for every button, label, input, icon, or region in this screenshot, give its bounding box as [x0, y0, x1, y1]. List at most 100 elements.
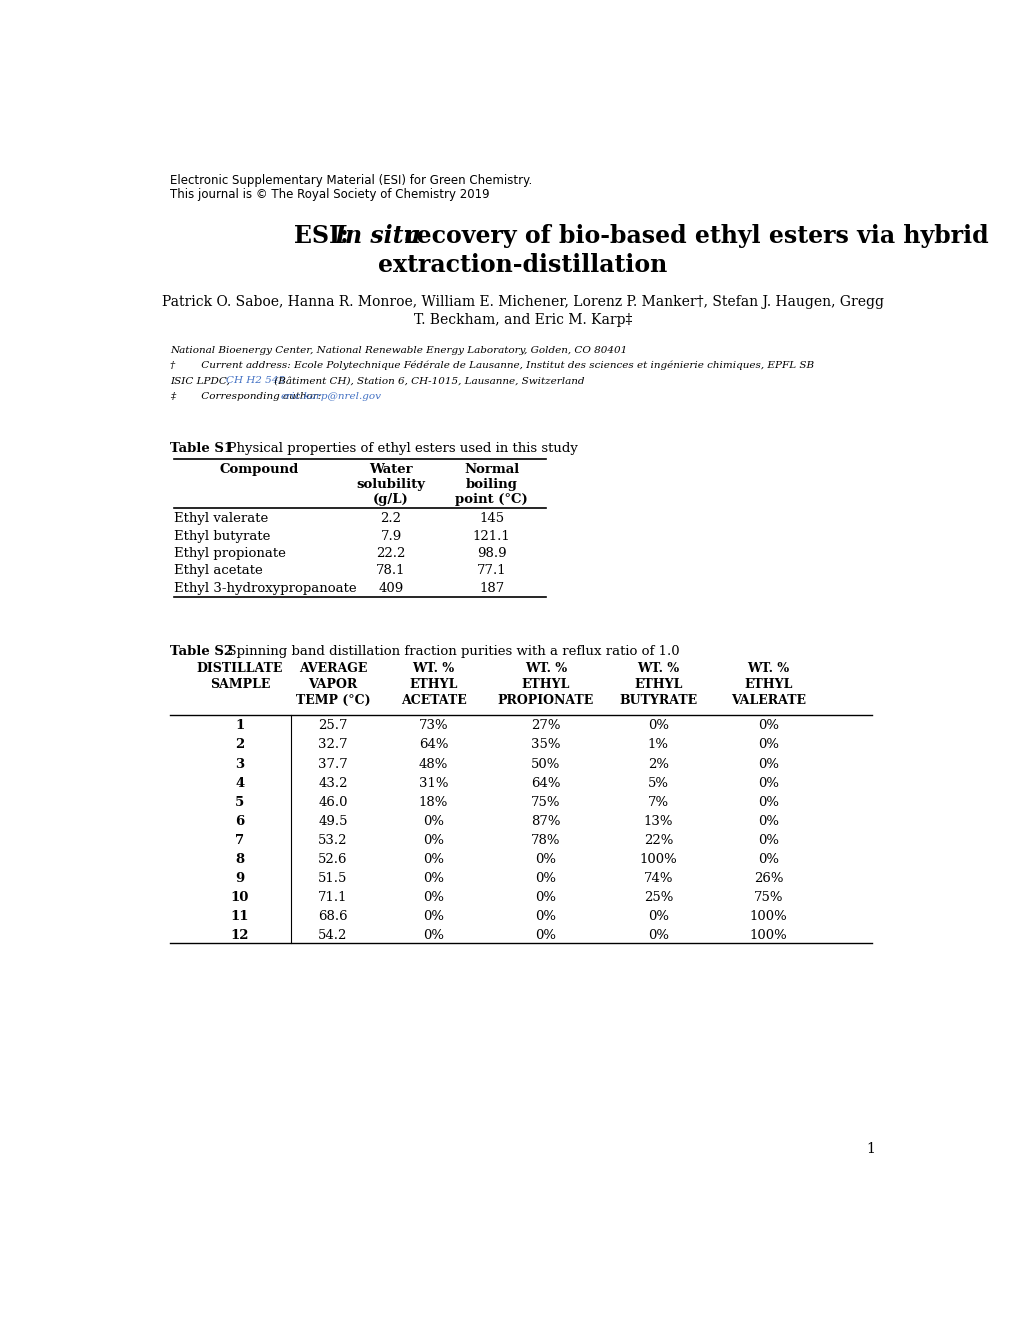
Text: 0%: 0% — [757, 814, 779, 828]
Text: 22%: 22% — [643, 834, 673, 847]
Text: 50%: 50% — [531, 758, 560, 771]
Text: . Physical properties of ethyl esters used in this study: . Physical properties of ethyl esters us… — [219, 442, 577, 455]
Text: (g/L): (g/L) — [373, 494, 409, 507]
Text: 0%: 0% — [757, 796, 779, 809]
Text: 0%: 0% — [647, 911, 668, 923]
Text: 53.2: 53.2 — [318, 834, 347, 847]
Text: 18%: 18% — [419, 796, 448, 809]
Text: boiling: boiling — [466, 478, 518, 491]
Text: 5: 5 — [235, 796, 245, 809]
Text: WT. %: WT. % — [412, 663, 454, 675]
Text: 0%: 0% — [535, 853, 556, 866]
Text: solubility: solubility — [357, 478, 425, 491]
Text: 73%: 73% — [419, 719, 448, 733]
Text: 26%: 26% — [753, 873, 783, 886]
Text: 0%: 0% — [423, 853, 443, 866]
Text: 0%: 0% — [423, 834, 443, 847]
Text: AVERAGE: AVERAGE — [299, 663, 367, 675]
Text: 3: 3 — [235, 758, 245, 771]
Text: Ethyl propionate: Ethyl propionate — [174, 546, 285, 560]
Text: Table S1: Table S1 — [170, 442, 233, 455]
Text: 2.2: 2.2 — [380, 512, 401, 525]
Text: . Spinning band distillation fraction purities with a reflux ratio of 1.0: . Spinning band distillation fraction pu… — [219, 645, 679, 659]
Text: ‡        Corresponding author:: ‡ Corresponding author: — [170, 392, 324, 401]
Text: 187: 187 — [479, 582, 503, 594]
Text: 78%: 78% — [531, 834, 560, 847]
Text: PROPIONATE: PROPIONATE — [497, 693, 593, 706]
Text: ISIC LPDC,: ISIC LPDC, — [170, 376, 233, 385]
Text: ETHYL: ETHYL — [409, 677, 458, 690]
Text: 31%: 31% — [419, 776, 448, 789]
Text: DISTILLATE: DISTILLATE — [197, 663, 283, 675]
Text: 409: 409 — [378, 582, 404, 594]
Text: 43.2: 43.2 — [318, 776, 347, 789]
Text: 0%: 0% — [757, 758, 779, 771]
Text: Ethyl valerate: Ethyl valerate — [174, 512, 268, 525]
Text: Patrick O. Saboe, Hanna R. Monroe, William E. Michener, Lorenz P. Manker†, Stefa: Patrick O. Saboe, Hanna R. Monroe, Willi… — [162, 296, 882, 309]
Text: 0%: 0% — [535, 891, 556, 904]
Text: VALERATE: VALERATE — [731, 693, 805, 706]
Text: 27%: 27% — [531, 719, 560, 733]
Text: ACETATE: ACETATE — [400, 693, 466, 706]
Text: TEMP (°C): TEMP (°C) — [296, 693, 370, 706]
Text: ETHYL: ETHYL — [522, 677, 570, 690]
Text: Ethyl butyrate: Ethyl butyrate — [174, 529, 270, 543]
Text: 64%: 64% — [419, 738, 448, 751]
Text: 1%: 1% — [647, 738, 668, 751]
Text: CH H2 545: CH H2 545 — [225, 376, 284, 385]
Text: 0%: 0% — [757, 738, 779, 751]
Text: WT. %: WT. % — [747, 663, 789, 675]
Text: 51.5: 51.5 — [318, 873, 347, 886]
Text: 48%: 48% — [419, 758, 448, 771]
Text: 100%: 100% — [639, 853, 677, 866]
Text: (Bâtiment CH), Station 6, CH-1015, Lausanne, Switzerland: (Bâtiment CH), Station 6, CH-1015, Lausa… — [271, 376, 584, 385]
Text: In situ: In situ — [334, 224, 421, 248]
Text: 71.1: 71.1 — [318, 891, 347, 904]
Text: recovery of bio-based ethyl esters via hybrid: recovery of bio-based ethyl esters via h… — [395, 224, 987, 248]
Text: 35%: 35% — [531, 738, 560, 751]
Text: 13%: 13% — [643, 814, 673, 828]
Text: †        Current address: Ecole Polytechnique Fédérale de Lausanne, Institut des: † Current address: Ecole Polytechnique F… — [170, 360, 813, 371]
Text: 68.6: 68.6 — [318, 911, 347, 923]
Text: 5%: 5% — [647, 776, 668, 789]
Text: 0%: 0% — [647, 929, 668, 942]
Text: WT. %: WT. % — [525, 663, 567, 675]
Text: 22.2: 22.2 — [376, 546, 406, 560]
Text: 49.5: 49.5 — [318, 814, 347, 828]
Text: 100%: 100% — [749, 911, 787, 923]
Text: Water: Water — [369, 463, 413, 477]
Text: 77.1: 77.1 — [477, 564, 506, 577]
Text: point (°C): point (°C) — [454, 494, 528, 507]
Text: 9: 9 — [235, 873, 245, 886]
Text: 1: 1 — [866, 1142, 874, 1155]
Text: eric.karp@nrel.gov: eric.karp@nrel.gov — [280, 392, 381, 401]
Text: 7: 7 — [235, 834, 245, 847]
Text: SAMPLE: SAMPLE — [210, 677, 270, 690]
Text: ETHYL: ETHYL — [744, 677, 792, 690]
Text: WT. %: WT. % — [637, 663, 679, 675]
Text: 0%: 0% — [757, 834, 779, 847]
Text: 25.7: 25.7 — [318, 719, 347, 733]
Text: 25%: 25% — [643, 891, 673, 904]
Text: 0%: 0% — [535, 873, 556, 886]
Text: ETHYL: ETHYL — [634, 677, 682, 690]
Text: 98.9: 98.9 — [477, 546, 506, 560]
Text: National Bioenergy Center, National Renewable Energy Laboratory, Golden, CO 8040: National Bioenergy Center, National Rene… — [170, 346, 627, 355]
Text: 0%: 0% — [757, 776, 779, 789]
Text: 0%: 0% — [423, 929, 443, 942]
Text: 64%: 64% — [531, 776, 560, 789]
Text: 4: 4 — [235, 776, 245, 789]
Text: 0%: 0% — [535, 929, 556, 942]
Text: 0%: 0% — [647, 719, 668, 733]
Text: 37.7: 37.7 — [318, 758, 347, 771]
Text: This journal is © The Royal Society of Chemistry 2019: This journal is © The Royal Society of C… — [170, 187, 489, 201]
Text: Ethyl acetate: Ethyl acetate — [174, 564, 263, 577]
Text: 145: 145 — [479, 512, 503, 525]
Text: 0%: 0% — [423, 814, 443, 828]
Text: VAPOR: VAPOR — [308, 677, 357, 690]
Text: 0%: 0% — [423, 911, 443, 923]
Text: Ethyl 3-hydroxypropanoate: Ethyl 3-hydroxypropanoate — [174, 582, 357, 594]
Text: 0%: 0% — [535, 911, 556, 923]
Text: 87%: 87% — [531, 814, 560, 828]
Text: 2: 2 — [235, 738, 245, 751]
